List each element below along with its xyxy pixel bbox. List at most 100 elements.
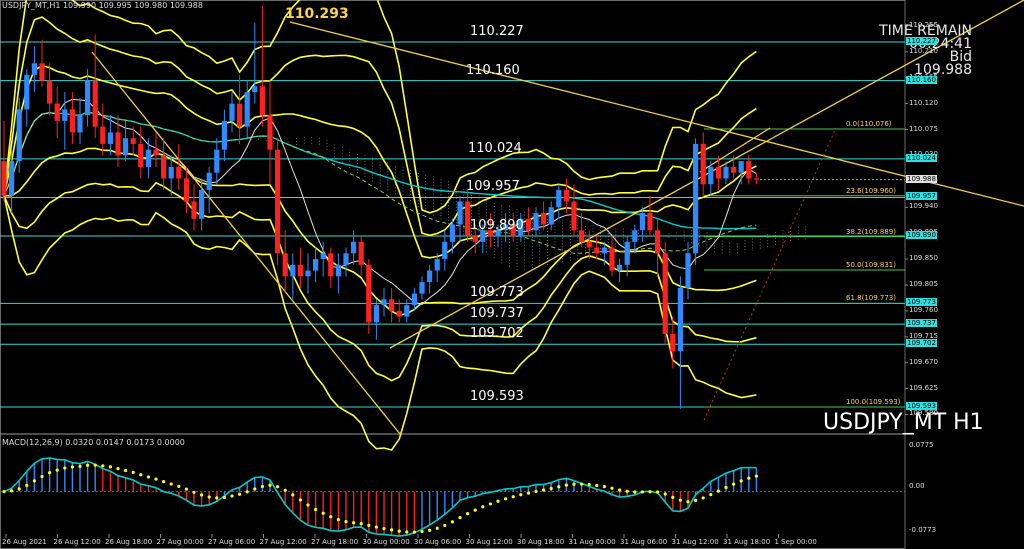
macd-signal-dot [397, 529, 401, 533]
bear-candle [259, 86, 265, 116]
bull-candle [290, 264, 296, 277]
bear-candle [92, 80, 98, 127]
macd-signal-dot [207, 495, 211, 499]
macd-signal-dot [542, 488, 546, 492]
price-tag: 110.227 [906, 37, 937, 46]
bear-candle [161, 155, 167, 179]
ma-long [3, 111, 757, 230]
macd-axis-label: 0.00 [909, 482, 925, 490]
time-axis-label: 26 Aug 12:00 [53, 538, 101, 546]
macd-signal-dot [709, 493, 713, 497]
ma-mid [3, 111, 757, 254]
bull-candle [320, 253, 326, 260]
bull-candle [617, 264, 623, 271]
fib-label: 23.6(109.960) [846, 186, 896, 195]
bull-candle [449, 224, 455, 242]
bear-candle [183, 178, 189, 202]
macd-signal-dot [625, 489, 629, 493]
bear-candle [267, 115, 273, 150]
bear-candle [579, 230, 585, 242]
ma-fast [3, 98, 757, 305]
macd-signal-dot [640, 490, 645, 494]
macd-signal-dot [344, 520, 348, 524]
time-axis-label: 31 Aug 06:00 [620, 538, 668, 546]
time-axis-label: 27 Aug 18:00 [311, 538, 359, 546]
bear-candle [69, 109, 75, 133]
macd-signal-dot [686, 500, 690, 504]
macd-signal-dot [382, 526, 386, 531]
bear-candle [571, 201, 577, 231]
macd-signal-dot [671, 495, 675, 499]
fib-label: 38.2(109.889) [846, 227, 896, 236]
bull-candle [381, 299, 387, 306]
time-axis-label: 31 Aug 00:00 [568, 538, 616, 546]
macd-signal-dot [504, 497, 508, 501]
bear-candle [358, 241, 364, 265]
macd-signal-dot [618, 488, 622, 492]
macd-signal-dot [238, 492, 242, 496]
macd-signal-dot [534, 489, 538, 494]
bear-candle [47, 80, 53, 104]
trend-line [389, 0, 1024, 349]
bear-candle [328, 253, 334, 277]
macd-signal-dot [10, 489, 14, 493]
bull-candle [480, 230, 486, 242]
bull-candle [533, 213, 539, 231]
bull-candle [738, 161, 744, 173]
bear-candle [366, 264, 372, 323]
fib-label: 61.8(109.773) [846, 294, 896, 303]
bull-candle [723, 166, 729, 179]
macd-signal-dot [367, 523, 371, 527]
price-tag: 110.024 [906, 153, 937, 162]
price-tag: 110.160 [906, 75, 937, 84]
macd-signal-dot [101, 464, 105, 468]
bear-candle [54, 103, 60, 121]
bull-candle [624, 241, 630, 265]
macd-signal-dot [108, 465, 112, 469]
macd-signal-dot [648, 490, 652, 494]
level-label: 110.227 [470, 24, 524, 40]
bull-candle [442, 241, 448, 260]
macd-signal-dot [633, 490, 637, 494]
time-remain-title: TIME REMAIN [879, 23, 972, 39]
bull-candle [214, 149, 220, 173]
macd-signal-dot [298, 498, 302, 502]
level-label: 110.160 [466, 62, 520, 78]
bear-candle [525, 218, 531, 231]
bull-candle [677, 287, 683, 352]
price-axis-label: 109.805 [909, 279, 938, 288]
macd-signal-dot [496, 499, 500, 503]
macd-signal-dot [40, 474, 44, 479]
macd-signal-dot [412, 530, 416, 534]
macd-signal-dot [291, 493, 295, 497]
price-tag: 109.988 [906, 174, 937, 183]
macd-signal-dot [587, 482, 591, 487]
bear-candle [472, 236, 478, 242]
level-label: 109.737 [470, 306, 524, 322]
macd-signal-dot [55, 468, 59, 472]
macd-signal-dot [610, 486, 614, 490]
macd-signal-dot [526, 491, 531, 495]
bull-candle [693, 143, 699, 254]
bull-candle [31, 63, 37, 75]
bull-candle [404, 305, 410, 317]
macd-signal-dot [306, 503, 310, 507]
bull-candle [495, 230, 501, 237]
price-tag: 109.890 [906, 231, 937, 240]
macd-signal-dot [283, 488, 287, 492]
time-axis-label: 1 Sep 00:00 [774, 538, 817, 546]
bull-candle [708, 166, 714, 185]
macd-signal-dot [162, 479, 166, 484]
bear-candle [138, 143, 144, 167]
macd-signal-dot [739, 479, 743, 483]
bull-candle [24, 74, 30, 110]
bull-candle [199, 189, 205, 219]
time-axis-label: 27 Aug 12:00 [259, 538, 307, 546]
macd-signal-dot [200, 493, 204, 497]
price-tag: 109.957 [906, 192, 937, 201]
bull-candle [305, 270, 311, 277]
price-axis-label: 110.075 [909, 124, 938, 133]
bear-candle [465, 201, 471, 237]
level-label: 109.890 [470, 218, 524, 234]
